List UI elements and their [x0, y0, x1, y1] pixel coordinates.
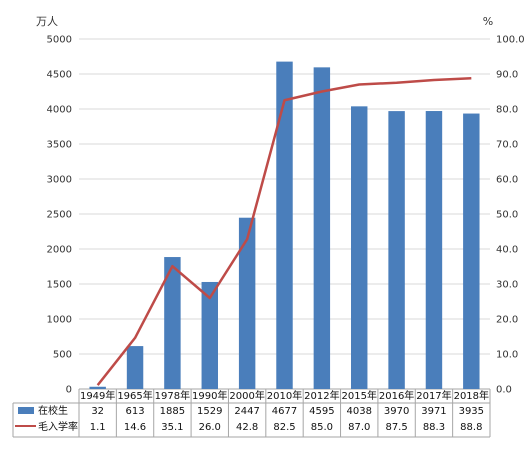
- bar-1978年: [164, 257, 181, 389]
- rate-legend-label: 毛入学率: [38, 420, 78, 433]
- category-label: 2012年: [304, 389, 339, 402]
- category-label: 1990年: [192, 389, 227, 402]
- enrollment-value: 613: [125, 406, 144, 417]
- rate-value: 26.0: [199, 422, 221, 433]
- enrollment-value: 1885: [160, 406, 185, 417]
- rate-value: 1.1: [90, 422, 106, 433]
- rate-value: 42.8: [236, 422, 258, 433]
- data-table: 1949年 1965年 1978年 1990年 2000年 2010年 2012年 2015年…: [12, 389, 491, 438]
- left-tick-label: 1000: [47, 315, 72, 326]
- right-tick-label: 80.0: [496, 105, 518, 116]
- enrollment-legend-swatch: [18, 407, 34, 414]
- category-label: 2010年: [267, 389, 302, 402]
- enrollment-value: 2447: [234, 406, 259, 417]
- enrollment-value: 4677: [272, 406, 297, 417]
- bar-2010年: [276, 61, 293, 390]
- category-label: 2015年: [342, 389, 377, 402]
- enrollment-value: 3935: [459, 406, 484, 417]
- category-label: 2018年: [454, 389, 489, 402]
- bar-2015年: [351, 106, 368, 389]
- enrollment-value: 1529: [197, 406, 222, 417]
- rate-value: 88.3: [423, 422, 445, 433]
- right-tick-label: 30.0: [496, 280, 518, 291]
- enrollment-value: 4038: [347, 406, 372, 417]
- rate-value: 14.6: [124, 422, 146, 433]
- enrollment-value: 3970: [384, 406, 409, 417]
- category-label: 2000年: [229, 389, 264, 402]
- bar-2000年: [238, 217, 256, 389]
- bar-2016年: [388, 111, 405, 389]
- right-tick-label: 60.0: [496, 175, 518, 186]
- right-axis-unit: %: [483, 15, 493, 28]
- enrollment-value: 3971: [421, 406, 446, 417]
- right-axis: 0.0 10.0 20.0 30.0 40.0 50.0 60.0 70.0 80.0 90.0 1…: [496, 35, 525, 396]
- left-tick-label: 5000: [47, 35, 72, 46]
- enrollment-bars: [89, 61, 480, 390]
- bar-1949年: [89, 386, 106, 389]
- right-tick-label: 70.0: [496, 140, 518, 151]
- right-tick-label: 40.0: [496, 245, 518, 256]
- left-tick-label: 2500: [47, 210, 72, 221]
- rate-value: 87.0: [348, 422, 370, 433]
- bar-2018年: [463, 113, 480, 390]
- rate-value: 88.8: [460, 422, 482, 433]
- enrollment-value: 4595: [309, 406, 334, 417]
- left-tick-label: 3500: [47, 140, 72, 151]
- left-tick-label: 500: [53, 350, 72, 361]
- enrollment-value: 32: [91, 406, 104, 417]
- category-label: 1965年: [117, 389, 152, 402]
- left-tick-label: 4000: [47, 105, 72, 116]
- category-label: 1978年: [155, 389, 190, 402]
- bar-2017年: [425, 111, 443, 389]
- right-tick-label: 10.0: [496, 350, 518, 361]
- right-tick-label: 90.0: [496, 70, 518, 81]
- left-tick-label: 3000: [47, 175, 72, 186]
- category-label: 2016年: [379, 389, 414, 402]
- right-tick-label: 20.0: [496, 315, 518, 326]
- right-tick-label: 50.0: [496, 210, 518, 221]
- left-tick-label: 1500: [47, 280, 72, 291]
- category-label: 2017年: [416, 389, 451, 402]
- rate-value: 82.5: [273, 422, 295, 433]
- bar-1965年: [126, 346, 144, 389]
- left-tick-label: 4500: [47, 70, 72, 81]
- bar-2012年: [313, 67, 331, 389]
- right-tick-label: 100.0: [496, 35, 525, 46]
- bar-1990年: [201, 281, 218, 389]
- gross-enrollment-rate-line: [96, 76, 472, 386]
- left-tick-label: 2000: [47, 245, 72, 256]
- right-tick-label: 0.0: [496, 385, 512, 396]
- rate-value: 35.1: [161, 422, 183, 433]
- rate-value: 87.5: [385, 422, 407, 433]
- category-label: 1949年: [80, 389, 115, 402]
- left-axis: 0 500 1000 1500 2000 2500 3000 3500 4000 4500 5000: [47, 35, 72, 396]
- left-axis-unit: 万人: [36, 15, 58, 28]
- enrollment-legend-label: 在校生: [38, 404, 68, 417]
- rate-value: 85.0: [311, 422, 333, 433]
- left-tick-label: 0: [66, 385, 72, 396]
